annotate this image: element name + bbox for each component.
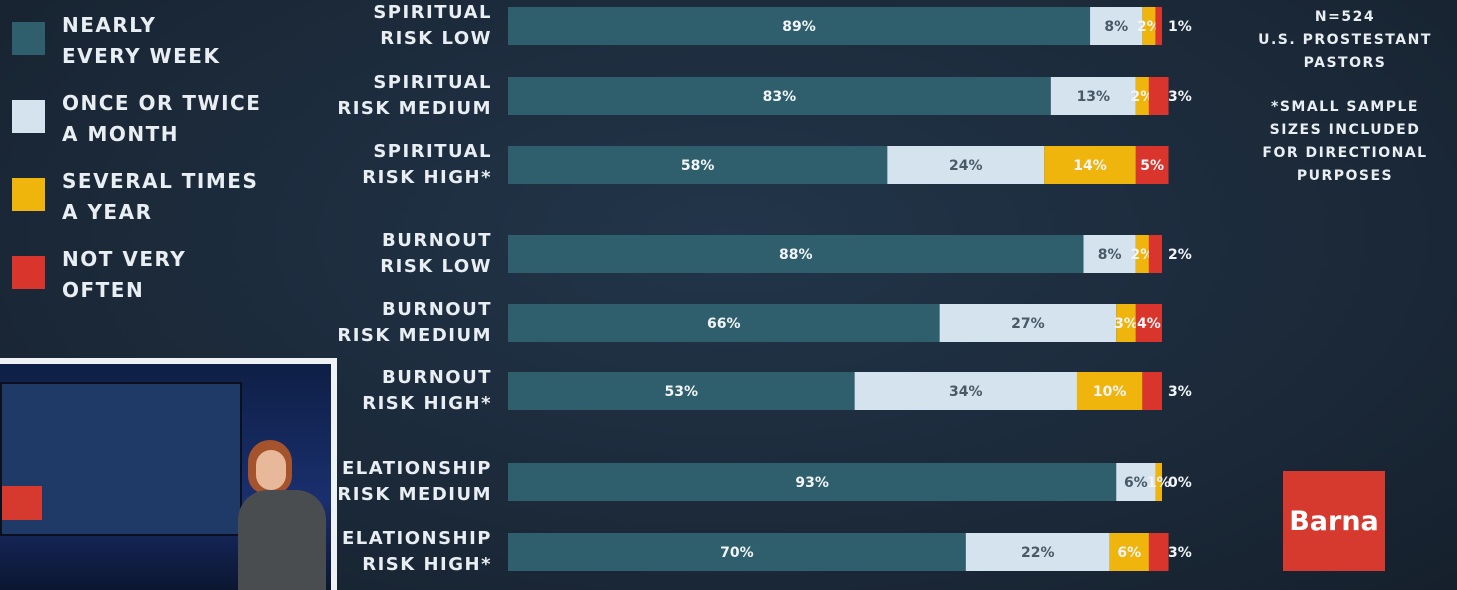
sample-note: N=524 U.S. PROSTESTANT PASTORS — [1258, 9, 1432, 71]
value-label: 2% — [1168, 247, 1192, 263]
bar-segment — [1148, 77, 1169, 115]
bar-segment — [1135, 235, 1149, 273]
category-label: SPIRITUAL RISK LOW — [373, 2, 492, 49]
bar-segment — [1116, 304, 1136, 342]
bar-segment — [887, 146, 1045, 184]
legend-swatch — [12, 22, 45, 55]
bar-segment — [508, 77, 1051, 115]
value-label: 0% — [1168, 475, 1192, 491]
bar-segment — [1090, 7, 1143, 45]
legend-label: SEVERAL TIMES A YEAR — [62, 169, 259, 224]
legend-swatch — [12, 100, 45, 133]
category-label: ELATIONSHIP RISK HIGH* — [341, 528, 492, 575]
value-label: 6% — [1124, 475, 1148, 491]
value-label: 14% — [1073, 158, 1107, 174]
value-label: 66% — [707, 316, 741, 332]
value-label: 70% — [720, 545, 754, 561]
footnote: *SMALL SAMPLE SIZES INCLUDED FOR DIRECTI… — [1262, 99, 1428, 184]
value-label: 3% — [1168, 545, 1192, 561]
category-label: BURNOUT RISK HIGH* — [362, 367, 492, 414]
category-label: ELATIONSHIP RISK MEDIUM — [337, 458, 492, 505]
logo: Barna — [1283, 471, 1385, 571]
value-label: 3% — [1114, 316, 1138, 332]
value-label: 24% — [949, 158, 983, 174]
value-label: 93% — [795, 475, 829, 491]
presenter-face — [256, 450, 286, 490]
bar-segment — [508, 372, 855, 410]
bar-segment — [1155, 7, 1162, 45]
bar-segment — [508, 7, 1091, 45]
legend-label: NOT VERY OFTEN — [62, 247, 187, 302]
bar-segment — [1135, 146, 1169, 184]
bar-segment — [1148, 235, 1162, 273]
category-label: BURNOUT RISK MEDIUM — [337, 299, 492, 346]
value-label: 58% — [681, 158, 715, 174]
bar-segment — [1109, 533, 1149, 571]
value-label: 4% — [1137, 316, 1161, 332]
value-label: 2% — [1130, 89, 1154, 105]
value-label: 83% — [763, 89, 797, 105]
bar-segment — [1155, 463, 1162, 501]
category-label: SPIRITUAL RISK MEDIUM — [337, 72, 492, 119]
bar-segment — [508, 533, 966, 571]
bar-segment — [1083, 235, 1136, 273]
presenter-body — [238, 490, 326, 590]
bar-segment — [1148, 533, 1169, 571]
bar-segment — [1050, 77, 1136, 115]
bar-segment — [1135, 304, 1162, 342]
value-label: 89% — [782, 19, 816, 35]
category-label: SPIRITUAL RISK HIGH* — [362, 141, 492, 188]
value-label: 1% — [1147, 475, 1171, 491]
bar-segment — [939, 304, 1117, 342]
bar-segment — [508, 463, 1117, 501]
value-label: 2% — [1130, 247, 1154, 263]
value-label: 22% — [1021, 545, 1055, 561]
category-label: BURNOUT RISK LOW — [380, 230, 492, 277]
bar-segment — [1142, 7, 1156, 45]
value-label: 88% — [779, 247, 813, 263]
bar-segment — [1116, 463, 1156, 501]
legend-swatch — [12, 178, 45, 211]
bar-segment — [1044, 146, 1136, 184]
value-label: 3% — [1168, 384, 1192, 400]
legend-label: ONCE OR TWICE A MONTH — [62, 91, 262, 146]
bar-segment — [965, 533, 1110, 571]
value-label: 27% — [1011, 316, 1045, 332]
value-label: 8% — [1098, 247, 1122, 263]
value-label: 2% — [1137, 19, 1161, 35]
value-label: 34% — [949, 384, 983, 400]
value-label: 10% — [1093, 384, 1127, 400]
value-label: 13% — [1077, 89, 1111, 105]
value-label: 1% — [1168, 19, 1192, 35]
value-label: 5% — [1140, 158, 1164, 174]
screen-logo — [2, 486, 42, 520]
value-label: 53% — [665, 384, 699, 400]
legend-swatch — [12, 256, 45, 289]
value-label: 6% — [1117, 545, 1141, 561]
bar-segment — [1135, 77, 1149, 115]
bar-segment — [854, 372, 1077, 410]
bar-segment — [1076, 372, 1143, 410]
bar-segment — [508, 304, 940, 342]
bar-segment — [508, 146, 888, 184]
legend-label: NEARLY EVERY WEEK — [62, 13, 221, 68]
video-inset — [0, 358, 337, 590]
bar-segment — [508, 235, 1084, 273]
video-frame — [0, 364, 331, 590]
value-label: 3% — [1168, 89, 1192, 105]
bar-segment — [1142, 372, 1162, 410]
value-label: 8% — [1104, 19, 1128, 35]
